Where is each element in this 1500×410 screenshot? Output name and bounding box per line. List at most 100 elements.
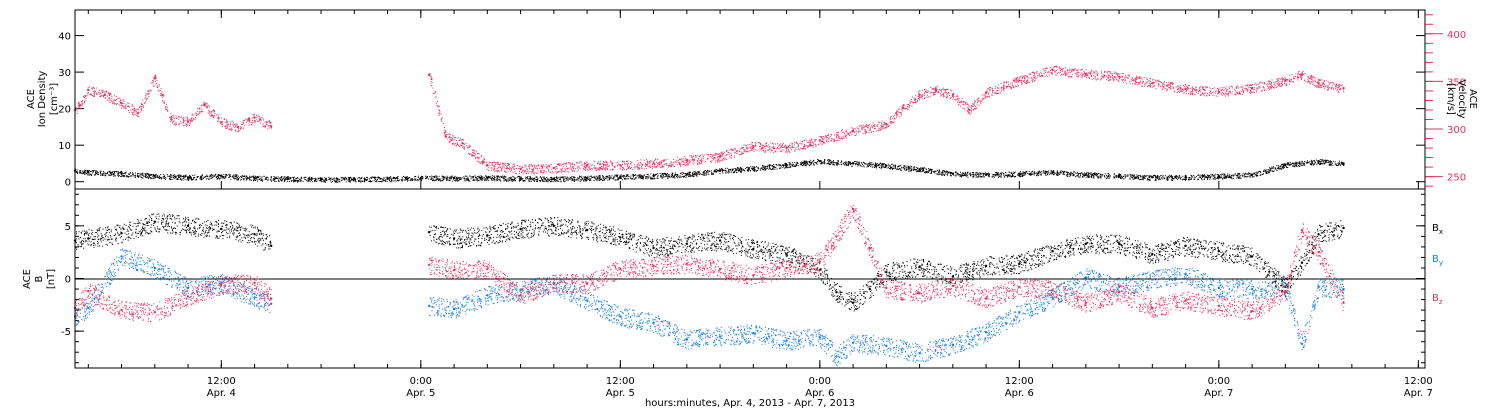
density-point-sample (1101, 176, 1102, 177)
density-point-sample (1271, 167, 1272, 168)
density-point-sample (206, 175, 207, 176)
velocity-point-sample (238, 128, 239, 129)
density-point-sample (1089, 173, 1090, 174)
density-point-sample (803, 165, 804, 166)
density-point-sample (1153, 175, 1154, 176)
density-point-sample (1323, 160, 1324, 161)
density-point-sample (1202, 177, 1203, 178)
density-point-sample (157, 177, 158, 178)
density-point-sample (675, 175, 676, 176)
density-point-sample (1310, 164, 1311, 165)
velocity-point-sample (222, 124, 223, 125)
density-point-sample (1281, 164, 1282, 165)
density-point-sample (127, 176, 128, 177)
density-point-sample (590, 178, 591, 179)
density-point-sample (84, 173, 85, 174)
density-point-sample (784, 168, 785, 169)
velocity-point-sample (171, 117, 172, 118)
density-point-sample (413, 179, 414, 180)
density-point-sample (904, 169, 905, 170)
density-point-sample (326, 180, 327, 181)
density-point-sample (651, 178, 652, 179)
density-point-sample (980, 177, 981, 178)
density-point-sample (355, 180, 356, 181)
density-point-sample (824, 159, 825, 160)
density-point-sample (108, 171, 109, 172)
density-point-sample (284, 181, 285, 182)
density-point-sample (624, 178, 625, 179)
density-point-sample (1303, 163, 1304, 164)
density-point-sample (112, 174, 113, 175)
density-point-sample (580, 181, 581, 182)
density-point-sample (1011, 172, 1012, 173)
density-point-sample (1227, 175, 1228, 176)
density-point-sample (268, 179, 269, 180)
velocity-point-sample (127, 106, 128, 107)
velocity-point-sample (197, 114, 198, 115)
density-point-sample (923, 169, 924, 170)
velocity-point-sample (157, 87, 158, 88)
density-point-sample (1119, 174, 1120, 175)
density-point-sample (455, 176, 456, 177)
velocity-point-sample (138, 116, 139, 117)
density-point-sample (350, 181, 351, 182)
density-point-sample (609, 178, 610, 179)
density-point-sample (695, 174, 696, 175)
density-point-sample (494, 179, 495, 180)
density-point-sample (900, 165, 901, 166)
velocity-point-sample (266, 124, 267, 125)
density-point-sample (792, 166, 793, 167)
velocity-point-sample (158, 84, 159, 85)
density-point-sample (754, 168, 755, 169)
velocity-point-sample (124, 101, 125, 102)
density-point-sample (1087, 172, 1088, 173)
density-point-sample (921, 168, 922, 169)
density-point-sample (482, 179, 483, 180)
velocity-point-sample (77, 113, 78, 114)
density-point-sample (200, 178, 201, 179)
density-point-sample (170, 174, 171, 175)
velocity-point-sample (93, 93, 94, 94)
density-point-sample (800, 164, 801, 165)
density-point-sample (933, 172, 934, 173)
density-point-sample (170, 179, 171, 180)
density-point-sample (711, 172, 712, 173)
density-point-sample (147, 174, 148, 175)
density-point-sample (1175, 177, 1176, 178)
density-point-sample (930, 173, 931, 174)
velocity-point-sample (144, 103, 145, 104)
density-point-sample (1333, 161, 1334, 162)
velocity-point-sample (271, 128, 272, 129)
velocity-point-sample (206, 103, 207, 104)
velocity-point-sample (199, 108, 200, 109)
density-point-sample (442, 178, 443, 179)
density-point-sample (607, 177, 608, 178)
velocity-point-sample (141, 109, 142, 110)
velocity-point-sample (148, 96, 149, 97)
density-point-sample (336, 179, 337, 180)
density-point-sample (795, 166, 796, 167)
density-point-sample (1032, 174, 1033, 175)
density-point-sample (813, 160, 814, 161)
density-point-sample (266, 178, 267, 179)
density-point-sample (1109, 174, 1110, 175)
density-point-sample (200, 177, 201, 178)
density-point-sample (572, 178, 573, 179)
density-point-sample (1050, 170, 1051, 171)
velocity-point-sample (248, 125, 249, 126)
density-point-sample (678, 176, 679, 177)
velocity-point-sample (96, 88, 97, 89)
density-point-sample (126, 172, 127, 173)
density-point-sample (160, 174, 161, 175)
density-point-sample (784, 165, 785, 166)
density-point-sample (854, 161, 855, 162)
density-point-sample (640, 176, 641, 177)
velocity-point-sample (171, 113, 172, 114)
velocity-point-sample (79, 103, 80, 104)
density-point-sample (820, 163, 821, 164)
density-point-sample (556, 177, 557, 178)
velocity-point-sample (230, 123, 231, 124)
velocity-point-sample (115, 100, 116, 101)
density-point-sample (873, 164, 874, 165)
density-point-sample (216, 177, 217, 178)
